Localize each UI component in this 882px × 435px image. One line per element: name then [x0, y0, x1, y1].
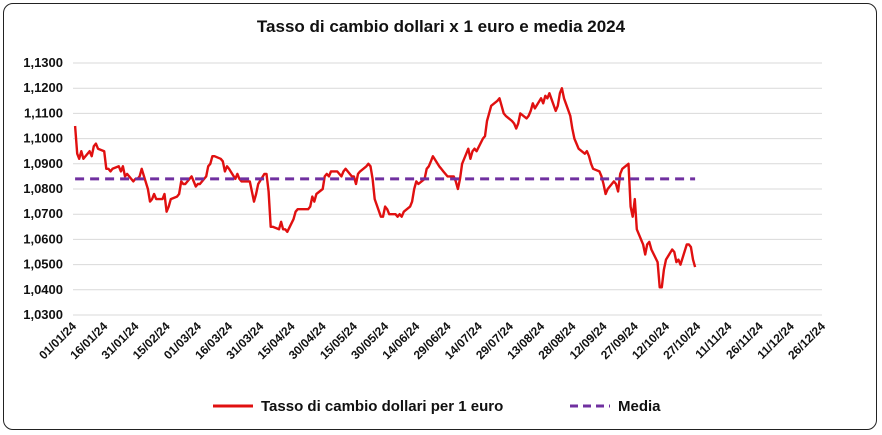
y-tick-label: 1,0400 [23, 282, 63, 297]
y-tick-label: 1,1000 [23, 131, 63, 146]
y-tick-label: 1,0500 [23, 257, 63, 272]
series-exchange-rate-line [73, 86, 697, 289]
chart-frame [3, 3, 877, 430]
y-tick-label: 1,1100 [24, 105, 63, 120]
chart-title: Tasso di cambio dollari x 1 euro e media… [256, 17, 626, 36]
y-tick-label: 1,0800 [23, 181, 63, 196]
y-tick-label: 1,1200 [23, 80, 63, 95]
legend-label: Tasso di cambio dollari per 1 euro [261, 398, 503, 415]
gridlines [73, 62, 822, 316]
legend-label: Media [618, 398, 661, 415]
y-tick-label: 1,1300 [23, 55, 63, 70]
y-tick-label: 1,0900 [23, 156, 63, 171]
y-tick-label: 1,0300 [23, 307, 63, 322]
y-tick-label: 1,0600 [23, 231, 63, 246]
y-tick-label: 1,0700 [23, 206, 63, 221]
series-lines [73, 86, 697, 289]
x-axis-ticks: 01/01/2416/01/2431/01/2415/02/2401/03/24… [36, 319, 828, 362]
legend: Tasso di cambio dollari per 1 euro Media [213, 398, 661, 415]
y-axis-ticks: 1,0300 1,0400 1,0500 1,0600 1,0700 1,0800 1,09… [23, 55, 63, 322]
